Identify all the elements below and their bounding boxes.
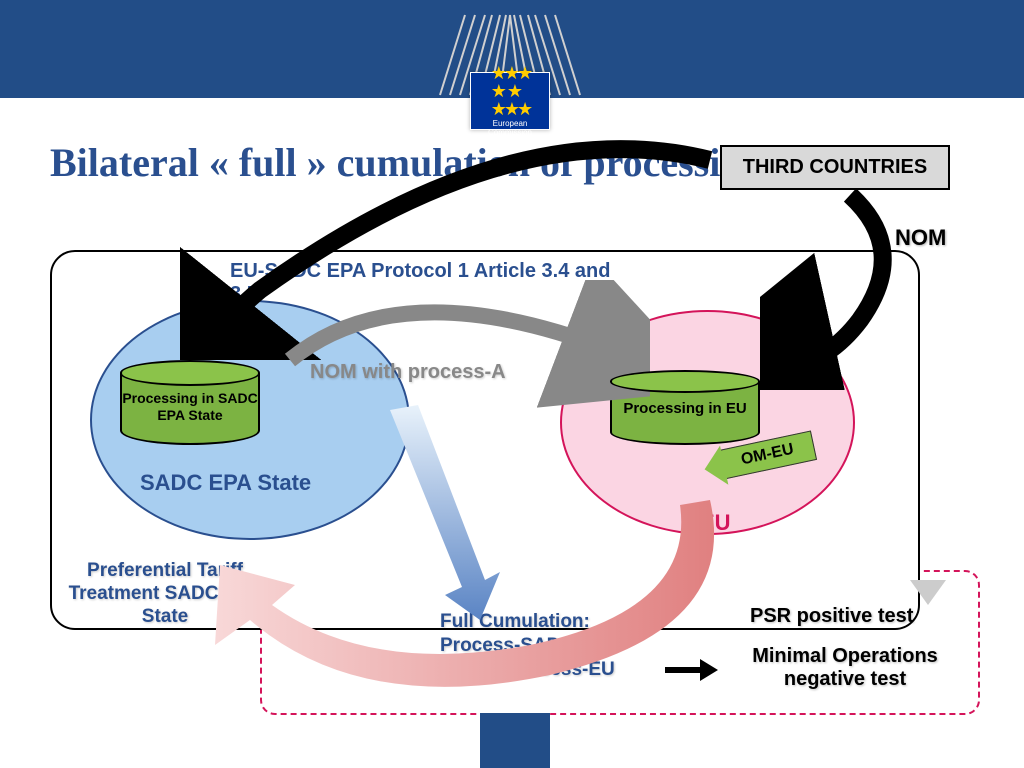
- ec-logo-label: European Commission: [471, 120, 549, 138]
- ec-logo: ★ ★ ★★ ★★ ★ ★ European Commission: [430, 10, 590, 150]
- eu-flag-icon: ★ ★ ★★ ★★ ★ ★ European Commission: [470, 72, 550, 130]
- full-cumulation-label: Full Cumulation: Process-SADC EPA State …: [440, 610, 640, 681]
- pref-tariff-label: Preferential Tariff Treatment SADC EPA S…: [60, 560, 270, 628]
- page-title: Bilateral « full » cumulation of process…: [50, 140, 763, 186]
- eu-cylinder: Processing in EU: [610, 370, 760, 445]
- third-countries-label: THIRD COUNTRIES: [743, 156, 927, 179]
- eu-label: EU: [700, 510, 731, 536]
- sadc-cyl-label: Processing in SADC EPA State: [120, 390, 260, 424]
- sadc-cylinder: Processing in SADC EPA State: [120, 360, 260, 445]
- eu-cyl-label: Processing in EU: [610, 400, 760, 418]
- bottom-accent-bar: [480, 713, 550, 768]
- nom-label: NOM: [895, 225, 946, 251]
- om-eu-label: OM-EU: [740, 441, 796, 470]
- third-countries-box: THIRD COUNTRIES: [720, 145, 950, 190]
- min-ops-label: Minimal Operations negative test: [710, 645, 980, 691]
- psr-label: PSR positive test: [750, 605, 913, 628]
- sadc-label: SADC EPA State: [140, 470, 311, 496]
- nom-process-label: NOM with process-A: [310, 360, 506, 384]
- protocol-label: EU-SADC EPA Protocol 1 Article 3.4 and 3…: [230, 260, 630, 306]
